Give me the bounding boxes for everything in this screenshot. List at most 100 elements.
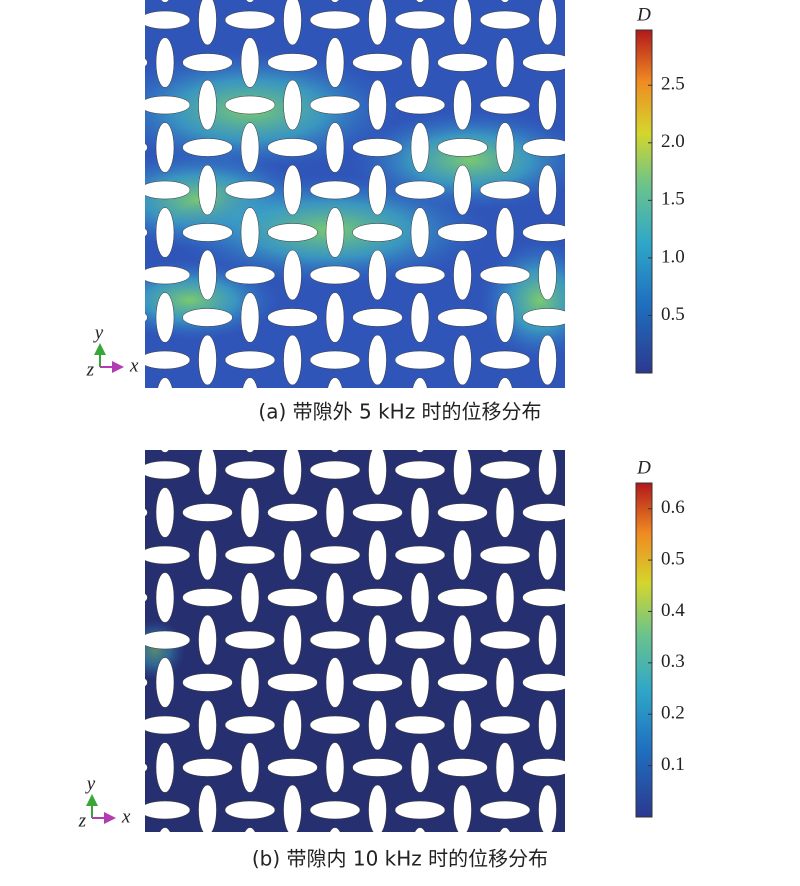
hole [145,678,148,687]
hole [368,334,387,386]
hole [368,529,387,581]
hole [581,38,599,88]
hole [145,143,148,152]
hole [394,95,446,115]
axis-label-y: y [93,322,104,343]
hole [394,350,446,370]
hole [479,180,531,200]
hole [538,79,557,131]
hole [368,249,387,301]
hole [522,758,565,777]
hole [182,308,233,327]
hole [453,450,472,496]
hole [538,699,557,751]
hole [453,614,472,666]
hole [325,487,345,538]
hole [145,313,148,322]
hole [98,394,148,412]
hole [538,249,557,301]
hole [182,758,233,777]
hole [283,784,302,832]
hole [145,10,191,30]
hole [538,0,557,46]
hole [522,223,565,242]
colorbar-label: D [636,4,651,25]
colorbar-tick-label: 0.2 [661,703,685,724]
hole [581,378,599,428]
colorbar-tick-label: 0.3 [661,651,685,672]
field-hotspot [145,620,185,680]
hole [394,630,446,650]
hole [368,164,387,216]
hole [114,250,132,300]
hole [410,292,430,343]
hole [155,572,175,623]
hole [114,615,132,665]
hole [145,350,191,370]
hole [522,53,565,72]
colorbar-tick-label: 1.5 [661,189,685,210]
hole [145,460,191,480]
hole [198,164,217,216]
hole [564,358,565,362]
field-hotspot [480,240,565,360]
hole [581,123,599,173]
hole [412,377,428,388]
hole [581,573,599,623]
hole [159,827,171,832]
hole [410,742,430,793]
hole [394,715,446,735]
hole [183,419,233,437]
hole [479,545,531,565]
hole [283,249,302,301]
hole [479,715,531,735]
hole [522,673,565,692]
hole [224,10,276,30]
hole [240,487,260,538]
hole [368,614,387,666]
hole [453,0,472,46]
hole [224,265,276,285]
hole [352,223,403,242]
hole [309,180,361,200]
hole [352,673,403,692]
hole [330,450,340,453]
hole [564,638,565,642]
hole [581,828,599,878]
hole [182,503,233,522]
hole [283,529,302,581]
colorbar-tick-label: 1.0 [661,246,685,267]
hole [479,630,531,650]
hole [155,292,175,343]
hole [309,95,361,115]
hole [160,0,170,3]
hole [479,800,531,820]
hole [98,844,148,862]
hole [538,450,557,496]
hole [198,784,217,832]
hole [325,37,345,88]
hole [182,673,233,692]
hole [410,572,430,623]
hole [309,460,361,480]
hole [495,292,515,343]
hole [368,450,387,496]
hole [224,545,276,565]
hole [352,53,403,72]
axis-label-x: x [121,806,131,827]
hole [224,715,276,735]
hole [309,630,361,650]
hole [410,207,430,258]
hole [453,164,472,216]
axis-label-y: y [85,773,96,794]
colorbar [635,29,653,374]
hole [245,0,255,3]
hole [522,308,565,327]
hole [479,460,531,480]
hole [564,723,565,727]
hole [495,207,515,258]
hole [240,207,260,258]
hole [283,614,302,666]
hole [182,138,233,157]
